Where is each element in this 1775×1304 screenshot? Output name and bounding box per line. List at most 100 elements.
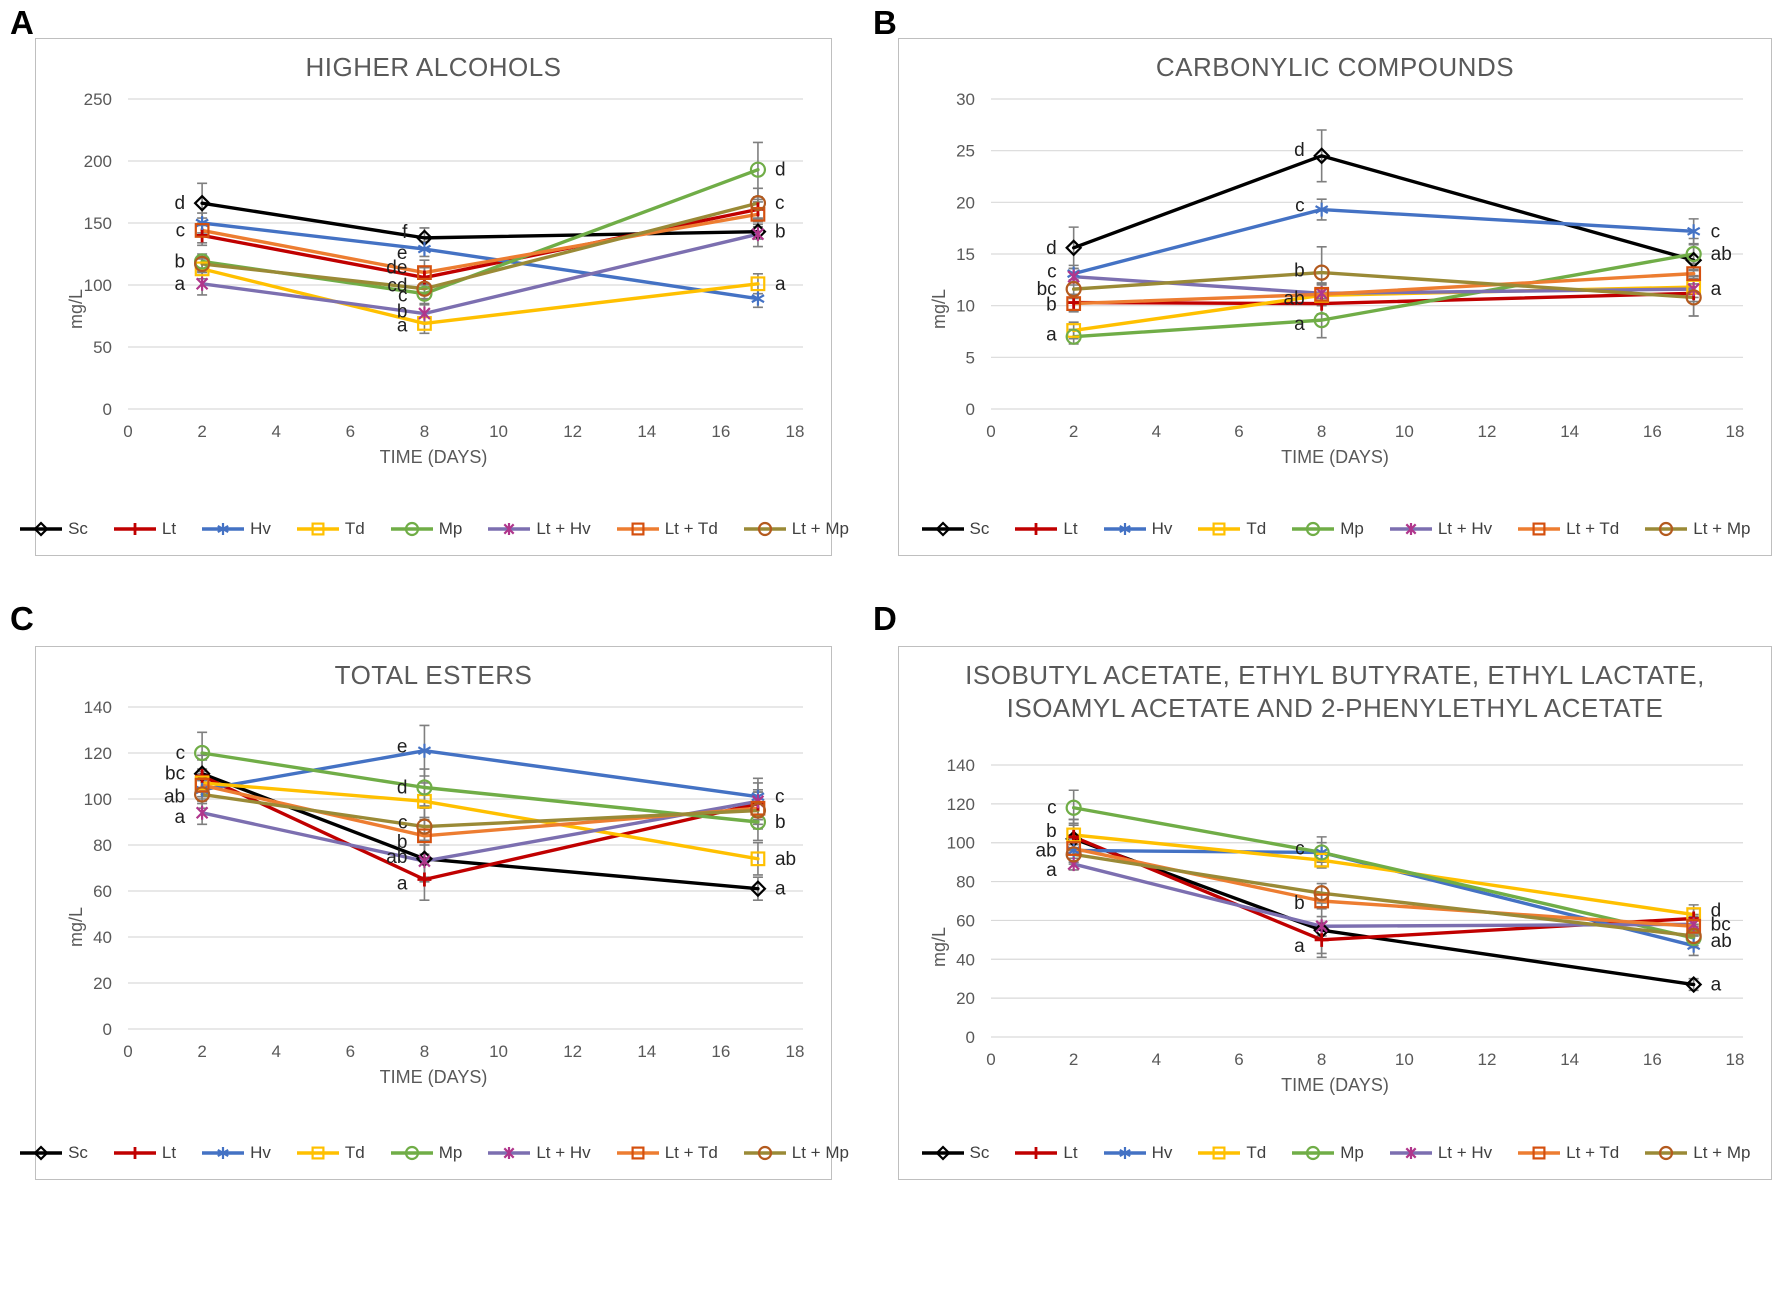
legend-item-lt-td: Lt + Td xyxy=(1516,1143,1619,1163)
x-tick-label: 12 xyxy=(1478,422,1497,441)
asterisk-legend-marker-icon xyxy=(1103,523,1146,535)
circle-marker xyxy=(749,161,767,178)
y-axis-label: mg/L xyxy=(66,906,86,947)
asterisk-legend-marker-icon xyxy=(202,523,245,535)
y-tick-label: 150 xyxy=(84,214,112,233)
circle-marker xyxy=(1313,844,1330,861)
y-tick-label: 60 xyxy=(93,882,112,901)
circle-marker xyxy=(416,779,433,796)
sig-letter: ab xyxy=(1284,288,1305,309)
x-tick-label: 12 xyxy=(1478,1050,1497,1069)
square-marker xyxy=(631,1146,645,1160)
chart-title: TOTAL ESTERS xyxy=(334,660,533,690)
y-tick-label: 0 xyxy=(103,1020,112,1039)
square-marker xyxy=(1314,852,1330,868)
legend-label: Mp xyxy=(1340,519,1364,538)
y-tick-label: 60 xyxy=(956,911,975,930)
circle-marker xyxy=(194,744,211,762)
series-lt-mp xyxy=(1071,852,1696,938)
x-tick-label: 10 xyxy=(489,1042,508,1061)
x-tick-label: 18 xyxy=(786,422,805,441)
xstar-legend-marker-icon xyxy=(1389,1147,1432,1159)
square-marker xyxy=(1314,286,1330,302)
legend-item-mp: Mp xyxy=(389,1143,462,1163)
legend-label: Lt xyxy=(161,1143,177,1162)
x-tick-label: 14 xyxy=(637,422,656,441)
x-tick-label: 6 xyxy=(346,422,355,441)
sig-letter: b xyxy=(1046,295,1057,316)
sig-letter: ab xyxy=(775,849,796,870)
x-tick-label: 16 xyxy=(711,1042,730,1061)
legend-item-lt-hv: Lt + Hv xyxy=(486,1143,591,1163)
asterisk-marker xyxy=(751,291,765,306)
x-tick-label: 14 xyxy=(1560,422,1579,441)
sig-letter: a xyxy=(775,879,786,900)
square-marker xyxy=(1532,522,1546,536)
x-axis-label: TIME (DAYS) xyxy=(1281,1075,1389,1095)
xstar-legend-marker-icon xyxy=(1389,523,1432,535)
square-marker xyxy=(1686,266,1702,282)
legend-label: Sc xyxy=(68,519,88,538)
series-lt-mp xyxy=(1071,270,1696,300)
chart-title: HIGHER ALCOHOLS xyxy=(305,52,562,82)
y-tick-label: 100 xyxy=(84,790,112,809)
plus-marker xyxy=(128,1147,141,1159)
xstar-marker xyxy=(751,227,765,242)
x-tick-label: 0 xyxy=(123,1042,132,1061)
diamond-marker xyxy=(749,880,767,898)
series-lt xyxy=(200,207,760,280)
sig-letter: a xyxy=(1711,975,1722,996)
circle-marker xyxy=(1306,521,1321,537)
y-tick-label: 10 xyxy=(956,297,975,316)
x-tick-label: 14 xyxy=(1560,1050,1579,1069)
circle-marker xyxy=(404,1145,419,1161)
sig-letter: a xyxy=(175,274,186,295)
x-tick-label: 16 xyxy=(1643,422,1662,441)
series-td xyxy=(200,267,760,326)
circle-marker xyxy=(1306,1145,1321,1161)
sig-letter: de xyxy=(386,258,407,279)
sig-letter: b xyxy=(1046,821,1057,842)
legend-label: Lt + Mp xyxy=(1693,519,1751,538)
series-lt-mp xyxy=(200,201,760,291)
gridlines xyxy=(128,706,803,1030)
plus-marker xyxy=(417,872,432,887)
square-marker xyxy=(417,828,432,844)
y-axis-label: mg/L xyxy=(929,926,949,967)
plus-marker xyxy=(195,228,210,243)
y-tick-label: 140 xyxy=(947,756,975,775)
x-tick-label: 12 xyxy=(563,422,582,441)
legend-label: Mp xyxy=(438,519,463,538)
xstar-marker xyxy=(1405,1147,1417,1159)
diamond-marker xyxy=(1313,147,1331,165)
sig-letter: d xyxy=(175,193,186,214)
y-tick-label: 5 xyxy=(966,348,975,367)
x-tick-label: 4 xyxy=(271,422,280,441)
y-tick-label: 200 xyxy=(84,152,112,171)
diamond-marker xyxy=(193,194,211,212)
legend-item-lt-td: Lt + Td xyxy=(615,1143,718,1163)
square-marker xyxy=(750,276,766,292)
square-legend-marker-icon xyxy=(616,522,659,536)
legend-label: Lt + Hv xyxy=(1437,1143,1493,1162)
gridlines xyxy=(991,764,1743,1038)
sig-letter: d xyxy=(1294,140,1305,161)
legend-label: Lt + Hv xyxy=(536,1143,591,1162)
plus-legend-marker-icon xyxy=(113,1147,156,1159)
square-legend-marker-icon xyxy=(1198,1146,1241,1160)
diamond-marker xyxy=(1685,975,1703,994)
circle-marker xyxy=(1065,846,1082,863)
square-legend-marker-icon xyxy=(296,522,339,536)
xstar-marker xyxy=(195,276,209,291)
chart-legend: Sc Lt Hv Td Mp Lt + Hv Lt + Td Lt + Mp xyxy=(20,519,849,539)
panel-label-b: B xyxy=(873,4,897,41)
legend-label: Hv xyxy=(1151,1143,1173,1162)
square-marker xyxy=(194,223,210,238)
asterisk-marker xyxy=(417,743,432,758)
y-tick-label: 100 xyxy=(947,834,975,853)
legend-label: Lt + Td xyxy=(664,1143,718,1162)
square-marker xyxy=(311,1146,325,1160)
sig-letter: d xyxy=(1711,901,1722,922)
y-tick-label: 0 xyxy=(966,400,975,419)
